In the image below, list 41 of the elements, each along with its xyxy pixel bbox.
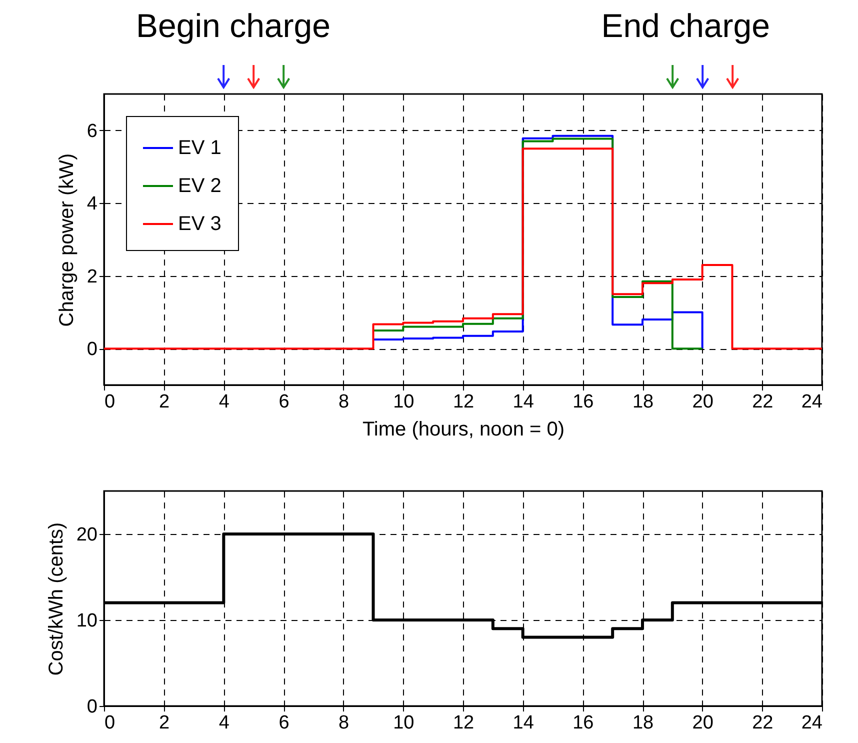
y-axis-title: Cost/kWh (cents) bbox=[45, 522, 68, 676]
x-tick-label: 2 bbox=[159, 392, 170, 412]
x-tick-label: 18 bbox=[632, 712, 654, 734]
x-tick-label: 8 bbox=[338, 392, 350, 412]
x-tick-label: 14 bbox=[512, 712, 534, 734]
x-tick-label: 0 bbox=[104, 392, 116, 412]
text: Begin charge bbox=[136, 7, 330, 44]
x-tick-label: 8 bbox=[338, 712, 350, 734]
x-axis-title: Time (hours, noon = 0) bbox=[362, 418, 565, 440]
x-tick-label: 24 bbox=[801, 392, 823, 412]
x-tick-label: 14 bbox=[512, 392, 534, 412]
x-tick-label: 22 bbox=[752, 392, 774, 412]
x-tick-label: 10 bbox=[393, 712, 414, 734]
y-tick-label: 2 bbox=[86, 266, 98, 288]
legend-label: EV 1 bbox=[178, 137, 222, 159]
x-tick-label: 4 bbox=[218, 712, 230, 734]
y-tick-label: 10 bbox=[76, 610, 98, 632]
legend-label: EV 2 bbox=[178, 175, 222, 197]
x-tick-label: 18 bbox=[632, 392, 654, 412]
x-tick-label: 24 bbox=[801, 712, 823, 734]
text: End charge bbox=[601, 7, 770, 44]
x-tick-label: 12 bbox=[452, 392, 474, 412]
legend-label: EV 3 bbox=[178, 213, 222, 235]
x-tick-label: 0 bbox=[104, 712, 116, 734]
x-tick-label: 16 bbox=[572, 392, 594, 412]
y-tick-label: 6 bbox=[86, 120, 98, 142]
y-tick-label: 0 bbox=[86, 696, 98, 718]
x-tick-label: 16 bbox=[572, 712, 594, 734]
y-tick-label: 20 bbox=[76, 524, 98, 546]
x-tick-label: 22 bbox=[752, 712, 774, 734]
x-tick-label: 4 bbox=[218, 392, 230, 412]
x-tick-label: 12 bbox=[452, 712, 474, 734]
x-tick-label: 6 bbox=[278, 392, 290, 412]
y-tick-label: 4 bbox=[86, 194, 98, 215]
x-tick-label: 2 bbox=[159, 712, 170, 734]
x-tick-label: 6 bbox=[278, 712, 290, 734]
y-tick-label: 0 bbox=[86, 339, 98, 360]
x-tick-label: 20 bbox=[692, 392, 714, 412]
x-tick-label: 20 bbox=[692, 712, 714, 734]
y-axis-title: Charge power (kW) bbox=[56, 153, 78, 327]
x-tick-label: 10 bbox=[393, 392, 414, 412]
